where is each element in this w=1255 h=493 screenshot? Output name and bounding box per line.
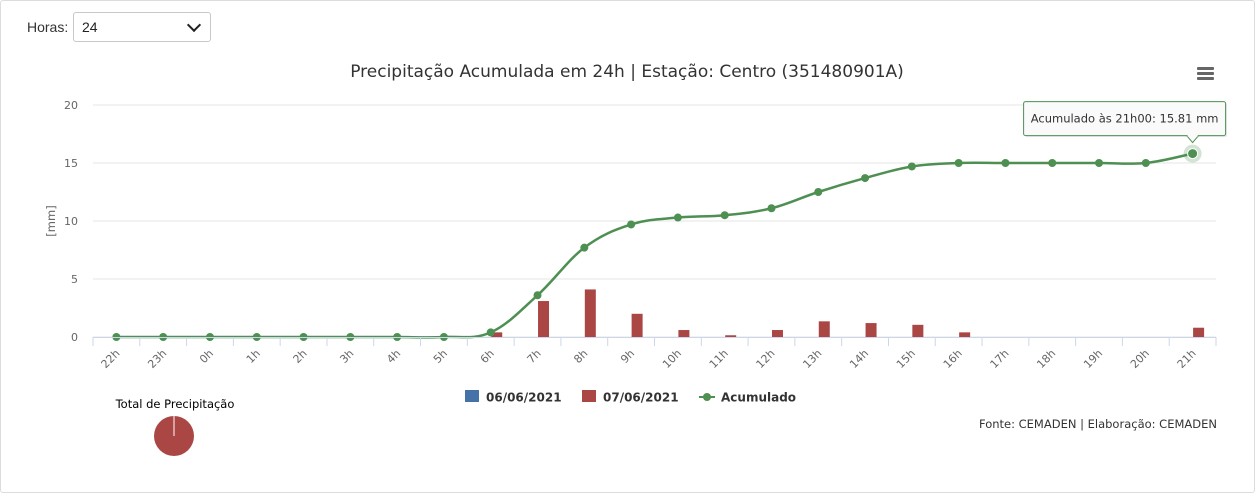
hours-select[interactable]: 24 — [73, 12, 211, 42]
hours-select-value: 24 — [82, 19, 98, 35]
chart-menu-icon[interactable] — [1197, 67, 1214, 81]
hours-label: Horas: — [27, 19, 69, 35]
chevron-down-icon — [186, 17, 202, 32]
